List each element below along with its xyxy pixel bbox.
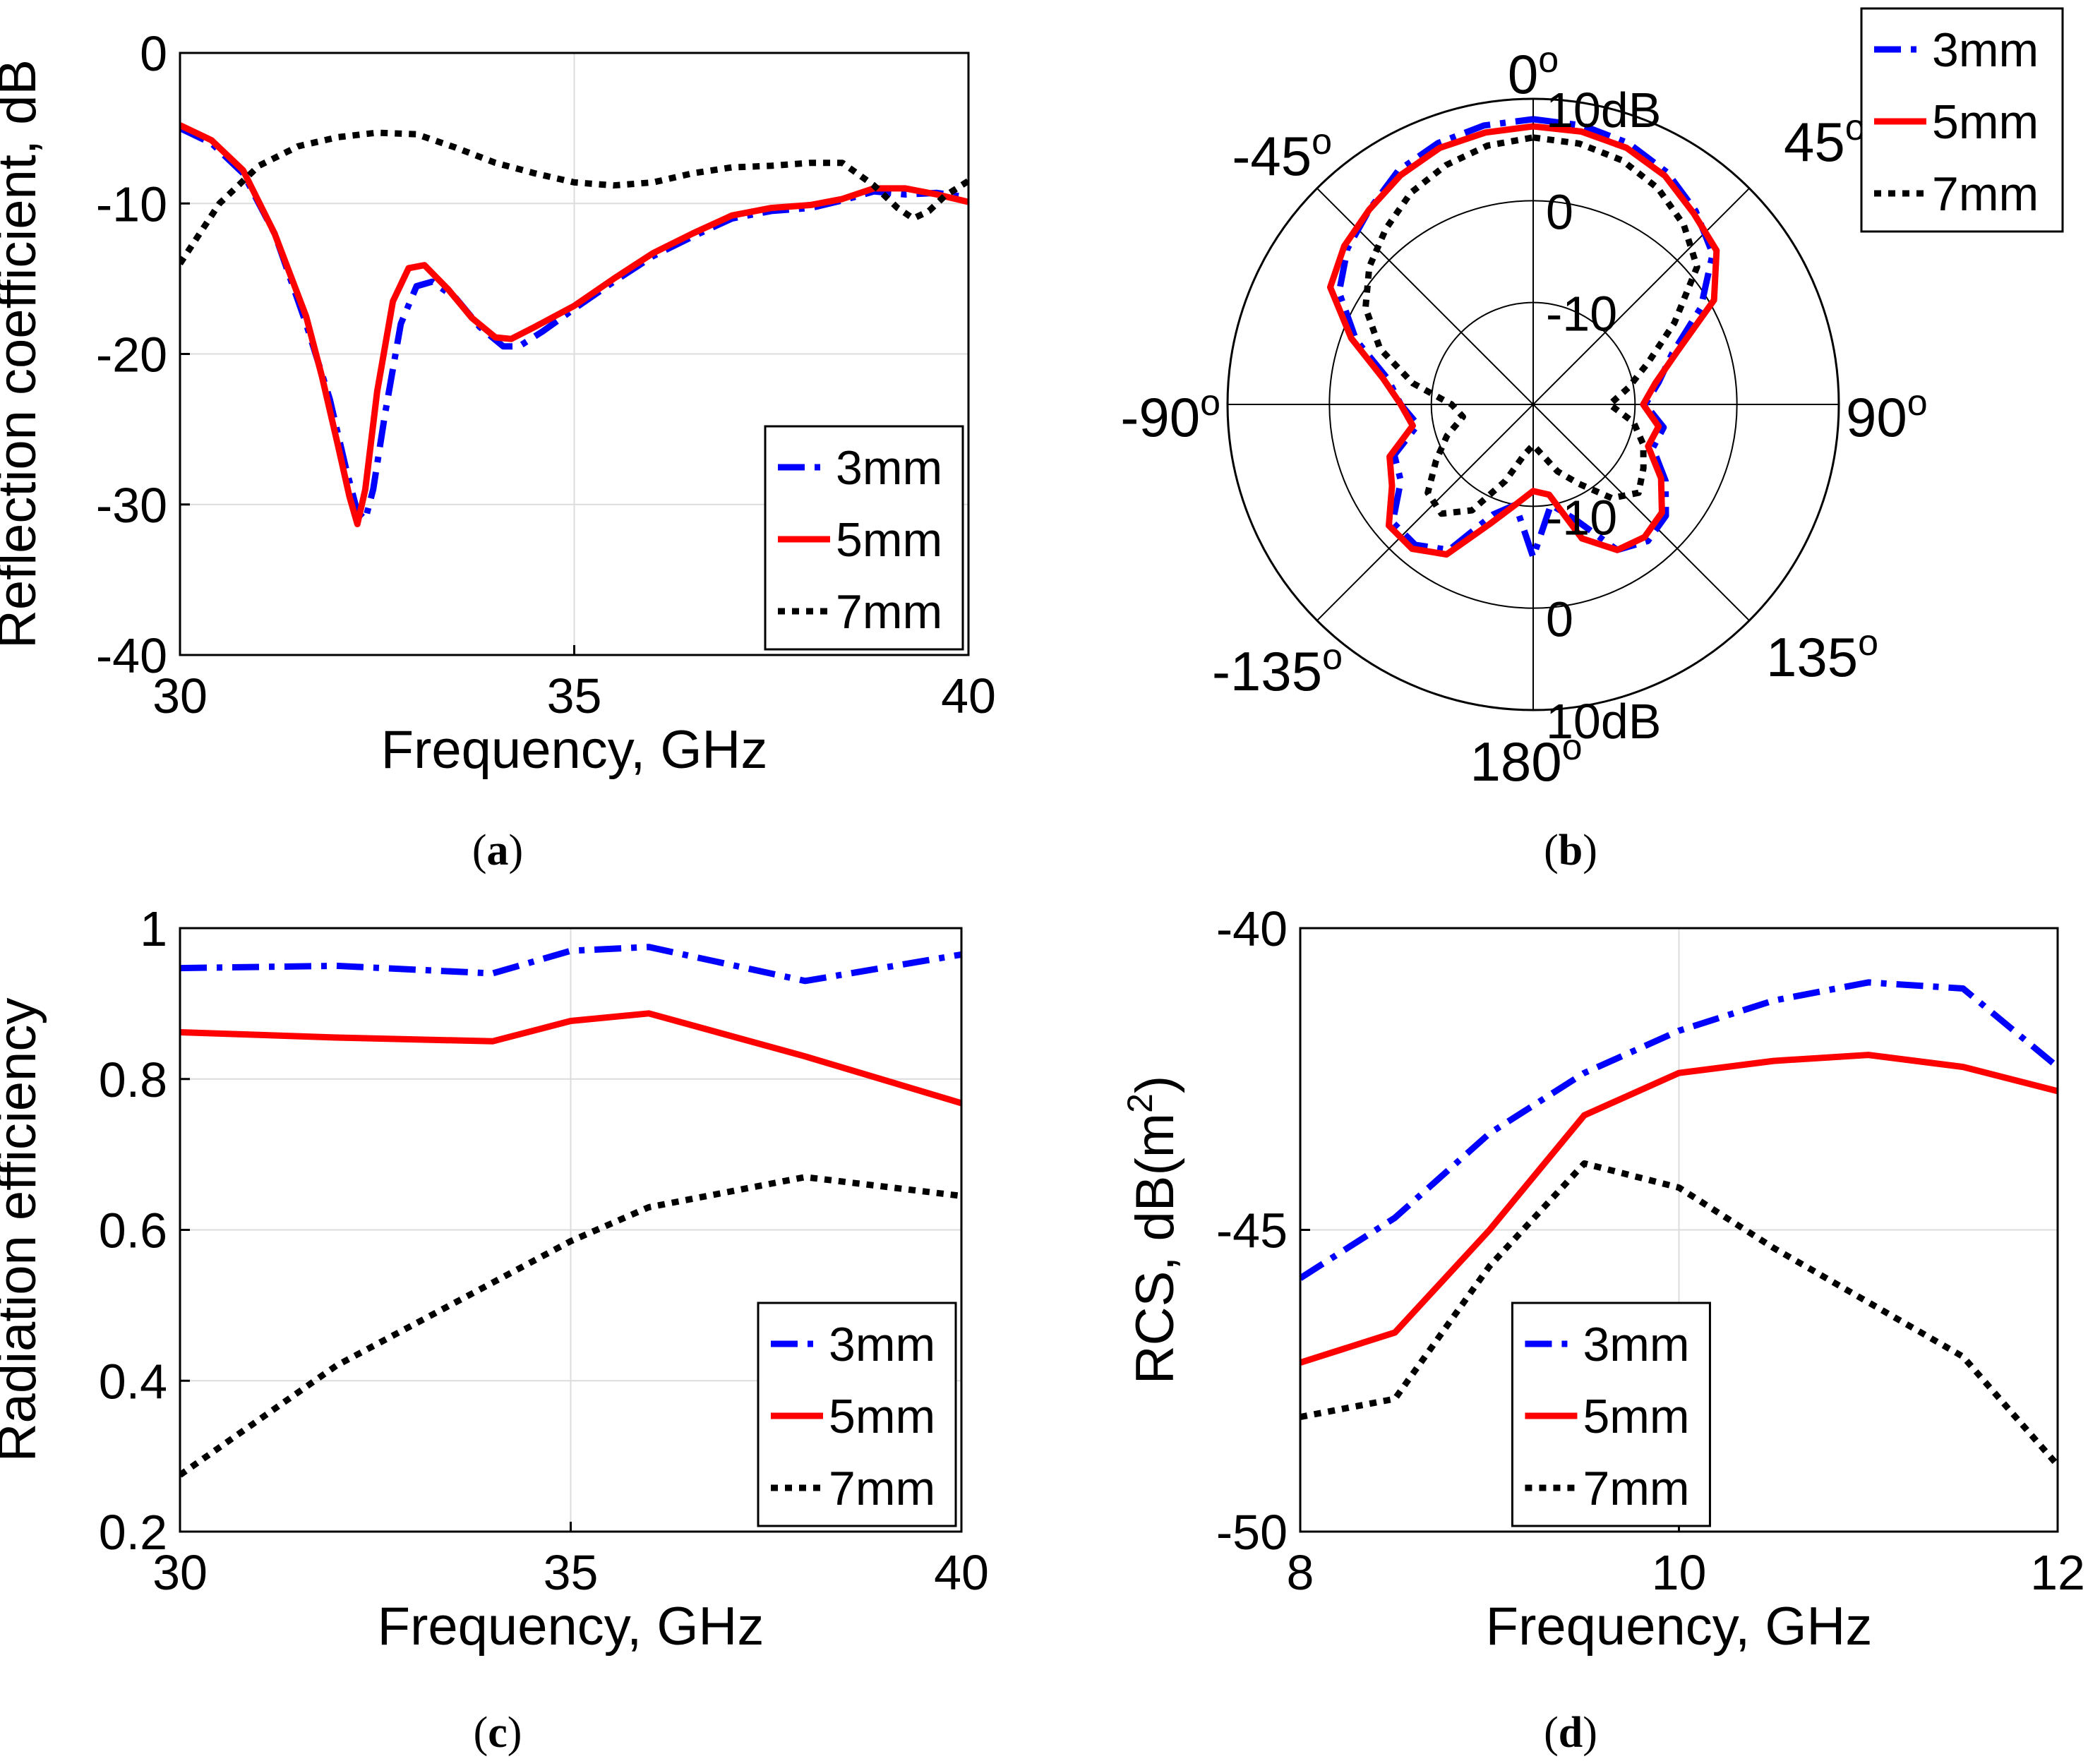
r-tick-label-bottom: -10 [1546, 490, 1617, 545]
angle-label: -90o [1120, 383, 1220, 448]
polar-ring [1328, 200, 1738, 609]
angle-label: 45o [1784, 107, 1866, 173]
y-tick-label-a: -40 [96, 628, 167, 683]
x-tick-label-c: 30 [152, 1545, 208, 1600]
y-tick-label-c: 0.8 [99, 1052, 167, 1107]
panel-label-d: (d) [1544, 1709, 1597, 1757]
x-axis-label-c: Frequency, GHz [378, 1597, 764, 1657]
chart-a: 30 35 40 0 -10 -20 -30 -40 Frequency, GHz Reflect… [0, 26, 996, 780]
x-tick-label-c: 40 [934, 1545, 989, 1600]
y-axis-label-close-d: ) [1125, 1076, 1185, 1093]
legend-label-a-3mm: 3mm [836, 441, 942, 495]
series-line-d-3mm [1300, 979, 2058, 1281]
angle-label-degree: o [1538, 40, 1559, 80]
legend-label-c-3mm: 3mm [829, 1318, 935, 1371]
x-tick-label-a: 35 [547, 668, 602, 723]
y-axis-label-c: Radiation efficiency [0, 998, 47, 1462]
y-tick-label-a: 0 [140, 26, 167, 81]
panel-label-a: (a) [472, 827, 524, 875]
y-tick-label-a: -20 [96, 327, 167, 383]
angle-label-degree: o [1907, 383, 1928, 423]
x-tick-label-a: 30 [152, 668, 208, 723]
angle-label: 0o [1508, 40, 1559, 105]
angle-label-degree: o [1562, 727, 1583, 768]
series-line-d-7mm [1300, 1160, 2058, 1467]
x-tick-label-d: 12 [2030, 1545, 2085, 1600]
y-axis-label-d: RCS, dB(m2) [1120, 1076, 1185, 1384]
legend-label-b-5mm: 5mm [1932, 95, 2039, 149]
series-line-a-7mm [180, 129, 968, 265]
angle-label-degree: o [1200, 383, 1220, 423]
r-tick-label-top: 10dB [1546, 83, 1661, 138]
legend-label-a-7mm: 7mm [836, 585, 942, 639]
series-group-a [180, 122, 968, 527]
angle-label: 90o [1846, 383, 1928, 448]
x-tick-label-a: 40 [941, 668, 996, 723]
legend-label-d-5mm: 5mm [1583, 1390, 1689, 1443]
r-tick-label-top: -10 [1546, 287, 1617, 342]
series-line-c-7mm [180, 1174, 961, 1478]
legend-label-c-5mm: 5mm [829, 1390, 935, 1443]
x-axis-label-a: Frequency, GHz [381, 720, 768, 780]
chart-b: 10dB0-10-10010dB0o45o90o135o180o-135o-90… [1120, 7, 2064, 793]
series-line-a-5mm [180, 122, 968, 527]
legend-label-d-7mm: 7mm [1583, 1462, 1689, 1515]
angle-label-degree: o [1312, 121, 1332, 162]
y-axis-label-sup-d: 2 [1120, 1093, 1160, 1113]
angle-label: -45o [1232, 121, 1332, 187]
y-tick-label-c: 1 [140, 901, 167, 956]
series-line-c-3mm [180, 944, 961, 985]
x-tick-label-d: 8 [1287, 1545, 1314, 1600]
r-tick-label-bottom: 10dB [1546, 694, 1661, 749]
y-tick-label-a: -30 [96, 478, 167, 533]
panel-label-b: (b) [1544, 827, 1597, 875]
legend-label-c-7mm: 7mm [829, 1462, 935, 1515]
y-tick-label-c: 0.2 [99, 1505, 167, 1560]
chart-d: 8 10 12 -40 -45 -50 Frequency, GHz RCS, dB(m2) 3… [1120, 901, 2085, 1657]
series-group-d [1300, 979, 2058, 1467]
polar-outer-ring [1226, 97, 1840, 711]
y-tick-label-c: 0.6 [99, 1203, 167, 1258]
angle-label-degree: o [1858, 623, 1878, 663]
y-tick-label-d: -50 [1216, 1505, 1288, 1560]
y-tick-label-a: -10 [96, 176, 167, 232]
angle-label: -135o [1212, 637, 1343, 702]
angle-label: 135o [1766, 623, 1878, 688]
series-group-c [180, 944, 961, 1478]
angle-label: 180o [1470, 727, 1582, 793]
legend-label-b-7mm: 7mm [1932, 167, 2039, 221]
panel-label-c: (c) [473, 1709, 522, 1757]
legend-label-a-5mm: 5mm [836, 513, 942, 567]
polar-ring [1430, 301, 1636, 507]
legend-label-b-3mm: 3mm [1932, 23, 2039, 77]
series-line-b-7mm [1362, 134, 1700, 517]
r-tick-label-bottom: 0 [1546, 592, 1573, 647]
y-tick-label-d: -45 [1216, 1203, 1288, 1258]
legend-label-d-3mm: 3mm [1583, 1318, 1689, 1371]
angle-label-degree: o [1322, 637, 1343, 678]
chart-c: 30 35 40 1 0.8 0.6 0.4 0.2 Frequency, GHz Radiati… [0, 901, 989, 1657]
series-line-d-5mm [1300, 1052, 2058, 1366]
r-tick-label-top: 0 [1546, 184, 1573, 239]
y-tick-label-c: 0.4 [99, 1354, 167, 1409]
series-line-b-5mm [1327, 123, 1720, 558]
x-tick-label-d: 10 [1652, 1545, 1707, 1600]
y-axis-label-a: Reflection coefficient, dB [0, 59, 47, 649]
x-tick-label-c: 35 [544, 1545, 599, 1600]
y-tick-label-d: -40 [1216, 901, 1288, 956]
x-axis-label-d: Frequency, GHz [1486, 1597, 1873, 1657]
series-line-c-5mm [180, 1010, 961, 1107]
